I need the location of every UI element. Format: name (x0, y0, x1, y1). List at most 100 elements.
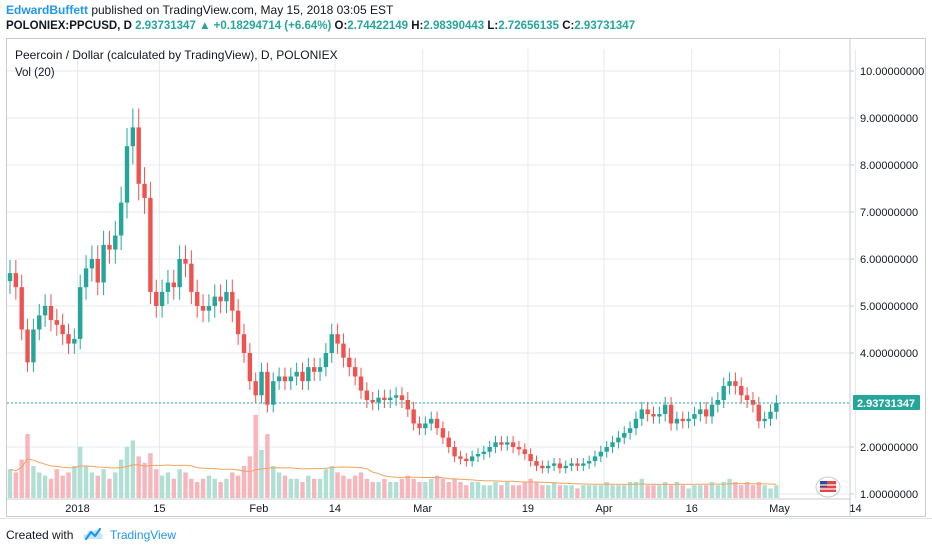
volume-bar (610, 485, 615, 498)
volume-bar (148, 453, 153, 498)
volume-bar (48, 478, 54, 498)
volume-bar (458, 482, 463, 498)
volume-bar (306, 475, 311, 498)
volume-bar (703, 485, 709, 498)
volume-bar (388, 482, 393, 498)
candle-body (429, 418, 434, 424)
candle-body (224, 291, 229, 302)
candle-body (276, 376, 282, 382)
volume-bar (165, 472, 171, 498)
x-tick-label: May (769, 503, 790, 515)
volume-bar (551, 482, 557, 498)
volume-bar (645, 485, 650, 498)
candle-body (288, 376, 293, 382)
volume-bar (347, 478, 352, 498)
volume-bar (259, 450, 264, 498)
events-flag-icon[interactable] (815, 476, 841, 498)
volume-bar (493, 482, 498, 498)
volume-bar (756, 482, 761, 498)
volume-bar (288, 478, 293, 498)
volume-bar (83, 466, 89, 498)
price-axis[interactable]: 10.00000000 9.00000000 8.00000000 7.0000000… (850, 66, 924, 501)
chart-frame[interactable]: 10.00000000 9.00000000 8.00000000 7.0000000… (6, 38, 926, 517)
volume-bar (639, 478, 644, 498)
candle-body (657, 414, 662, 417)
candle-body (154, 291, 159, 306)
volume-bar (89, 472, 95, 498)
high-value: 2.98390443 (423, 20, 485, 32)
close-label: C: (562, 20, 575, 32)
volume-bar (25, 434, 30, 498)
volume-bar (768, 488, 773, 498)
candle-body (469, 456, 475, 462)
volume-bar (469, 482, 475, 498)
volume-bar (423, 482, 428, 498)
candle-body (312, 367, 317, 372)
candle-body (756, 404, 761, 422)
volume-bar (206, 475, 212, 498)
volume-bar (627, 482, 633, 498)
candle-body (54, 320, 59, 325)
candle-body (159, 291, 165, 306)
tradingview-brand-link[interactable]: TradingView (110, 528, 177, 542)
x-tick-label: 2018 (65, 503, 89, 515)
candle-body (347, 357, 352, 368)
volume-bar (499, 485, 504, 498)
volume-bar (358, 472, 364, 498)
candle-body (534, 461, 539, 466)
volume-bar (171, 478, 176, 498)
y-tick-label: 9.00000000 (860, 113, 918, 125)
price-chart[interactable]: 10.00000000 9.00000000 8.00000000 7.0000000… (7, 39, 925, 516)
volume-bar (265, 434, 270, 498)
candle-body (72, 338, 77, 344)
candle-body (727, 381, 732, 386)
volume-bar (434, 475, 440, 498)
candle-body (200, 306, 206, 311)
volume-bar (66, 472, 71, 498)
candle-body (598, 451, 604, 457)
candle-body (48, 306, 54, 321)
volume-bar (276, 472, 282, 498)
candle-body (405, 400, 410, 410)
volume-bar (528, 478, 533, 498)
chart-title: Peercoin / Dollar (calculated by Trading… (15, 48, 338, 62)
volume-bar (762, 485, 767, 498)
candle-body (300, 371, 305, 382)
volume-bar (235, 475, 241, 498)
candle-body (42, 306, 48, 316)
volume-bar (136, 456, 141, 498)
low-label: L: (487, 20, 499, 32)
candle-body (627, 428, 633, 433)
volume-bar (124, 446, 130, 498)
candle-body (230, 291, 235, 311)
candle-body (113, 235, 118, 250)
tradingview-cloud-icon[interactable] (82, 527, 104, 546)
candle-body (341, 343, 346, 358)
volume-bar (224, 478, 229, 498)
candle-body (142, 183, 147, 198)
volume-bar (569, 485, 574, 498)
candle-body (633, 418, 639, 429)
author-link[interactable]: EdwardBuffett (6, 3, 88, 17)
candle-body (528, 454, 533, 462)
candle-body (475, 454, 481, 457)
volume-bar (750, 485, 756, 498)
volume-bar (540, 485, 545, 498)
candle-body (417, 423, 422, 429)
volume-bar (312, 478, 317, 498)
candle-body (195, 291, 200, 306)
footer-bar: Created with TradingView (0, 518, 932, 551)
volume-bar (159, 475, 165, 498)
candle-body (505, 442, 510, 445)
candle-body (212, 296, 217, 306)
volume-bar (200, 478, 206, 498)
volume-bar (657, 485, 662, 498)
candle-body (703, 409, 709, 417)
volume-bar (622, 485, 627, 498)
candle-body (393, 395, 399, 398)
candle-body (575, 463, 580, 466)
candle-body (680, 418, 685, 422)
volume-bar (744, 482, 750, 498)
volume-bar (663, 482, 668, 498)
time-axis[interactable]: 2018 15 Feb 14 Mar 19 Apr 16 May 14 (7, 498, 862, 515)
